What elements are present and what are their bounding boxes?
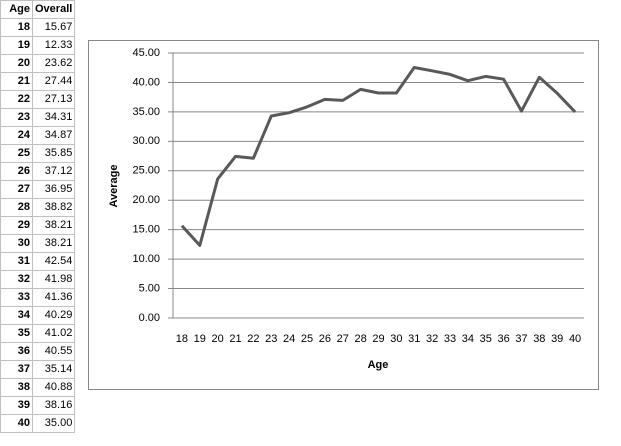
- x-tick-label: 39: [551, 333, 563, 345]
- x-tick-label: 31: [408, 333, 420, 345]
- x-axis-title: Age: [368, 359, 389, 371]
- x-tick-label: 20: [212, 333, 224, 345]
- table-row: 24 34.87: [0, 126, 76, 145]
- y-tick-label: 5.00: [139, 282, 160, 294]
- table-cell: 30: [0, 234, 33, 253]
- table-row: 40 35.00: [0, 414, 76, 433]
- table-cell: 41.98: [31, 270, 76, 289]
- x-tick-label: 27: [337, 333, 349, 345]
- table-cell: 40.55: [31, 342, 76, 361]
- table-row: 33 41.36: [0, 288, 76, 307]
- y-tick-label: 10.00: [132, 253, 160, 265]
- x-tick-label: 23: [265, 333, 277, 345]
- y-tick-label: 0.00: [139, 312, 160, 324]
- x-tick-label: 40: [569, 333, 581, 345]
- x-tick-label: 28: [355, 333, 367, 345]
- x-tick-label: 25: [301, 333, 313, 345]
- x-tick-label: 22: [247, 333, 259, 345]
- table-cell: 27: [0, 180, 33, 199]
- table-row: 36 40.55: [0, 342, 76, 361]
- x-tick-label: 34: [462, 333, 474, 345]
- table-cell: 41.36: [31, 288, 76, 307]
- table-cell: 40.29: [31, 306, 76, 325]
- table-cell: 37.12: [31, 162, 76, 181]
- y-tick-label: 30.00: [132, 135, 160, 147]
- y-tick-label: 15.00: [132, 224, 160, 236]
- table-cell: 25: [0, 144, 33, 163]
- x-tick-label: 37: [515, 333, 527, 345]
- table-cell: 19: [0, 36, 33, 55]
- x-tick-label: 33: [444, 333, 456, 345]
- y-tick-label: 45.00: [132, 47, 160, 59]
- x-tick-label: 19: [194, 333, 206, 345]
- table-cell: 42.54: [31, 252, 76, 271]
- table-cell: 27.44: [31, 72, 76, 91]
- data-line: [180, 66, 577, 247]
- y-tick-label: 20.00: [132, 194, 160, 206]
- table-cell: 34: [0, 306, 33, 325]
- table-row: 34 40.29: [0, 306, 76, 325]
- table-row: 35 41.02: [0, 324, 76, 343]
- table-row: 21 27.44: [0, 72, 76, 91]
- table-row: 19 12.33: [0, 36, 76, 55]
- table-cell: 36.95: [31, 180, 76, 199]
- table-cell: 35.00: [31, 414, 76, 433]
- table-cell: 34.87: [31, 126, 76, 145]
- table-cell: 34.31: [31, 108, 76, 127]
- y-tick-label: 40.00: [132, 76, 160, 88]
- table-row: 23 34.31: [0, 108, 76, 127]
- x-tick-label: 21: [229, 333, 241, 345]
- table-row: 25 35.85: [0, 144, 76, 163]
- table-row: 38 40.88: [0, 378, 76, 397]
- table-row: 26 37.12: [0, 162, 76, 181]
- x-tick-label: 36: [497, 333, 509, 345]
- x-tick-label: 30: [390, 333, 402, 345]
- y-tick-label: 35.00: [132, 106, 160, 118]
- table-cell: 12.33: [31, 36, 76, 55]
- x-tick-label: 32: [426, 333, 438, 345]
- table-row: 22 27.13: [0, 90, 76, 109]
- table-row: 29 38.21: [0, 216, 76, 235]
- table-cell: 38.16: [31, 396, 76, 415]
- y-axis-title: Average: [108, 164, 120, 207]
- table-cell: 41.02: [31, 324, 76, 343]
- table-cell: 33: [0, 288, 33, 307]
- table-row: 39 38.16: [0, 396, 76, 415]
- x-tick-label: 35: [480, 333, 492, 345]
- data-table: Age Overall 18 15.67 19 12.33 20 23.62 21 27.44 22…: [0, 0, 76, 433]
- x-tick-label: 29: [372, 333, 384, 345]
- table-cell: 23: [0, 108, 33, 127]
- x-tick-label: 24: [283, 333, 295, 345]
- table-row: 27 36.95: [0, 180, 76, 199]
- table-cell: 35.85: [31, 144, 76, 163]
- x-tick-label: 38: [533, 333, 545, 345]
- x-tick-label: 26: [319, 333, 331, 345]
- y-tick-label: 25.00: [132, 165, 160, 177]
- x-tick-label: 18: [176, 333, 188, 345]
